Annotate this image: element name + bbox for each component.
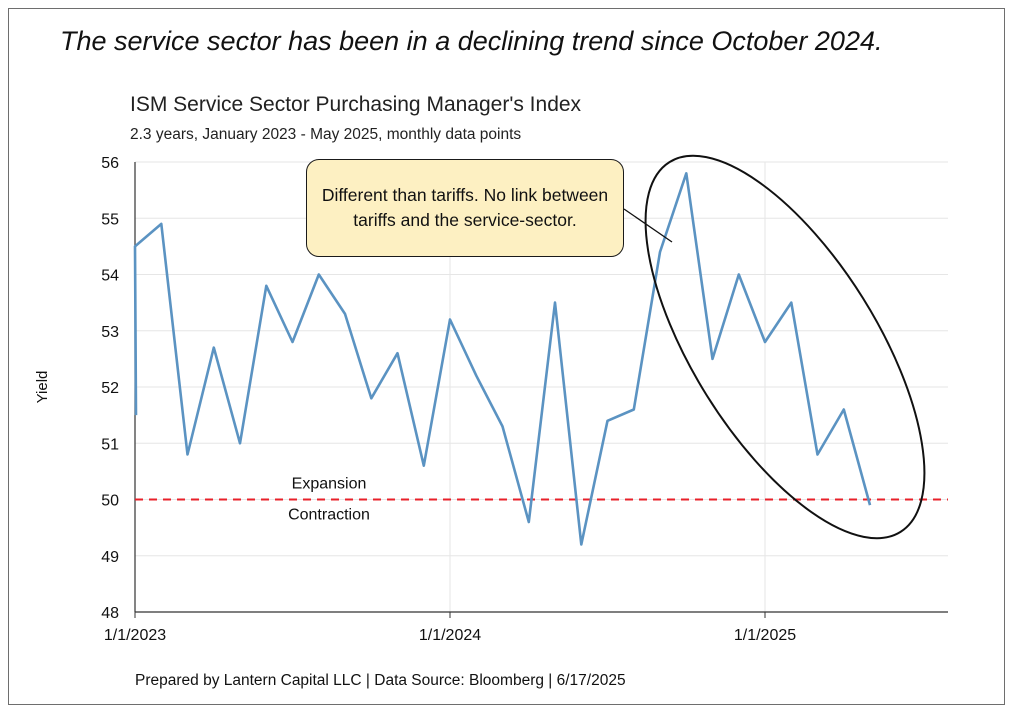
chart-frame (8, 8, 1005, 705)
y-tick-label: 49 (101, 549, 119, 566)
footer-source: Prepared by Lantern Capital LLC | Data S… (135, 672, 626, 689)
chart-subtitle: 2.3 years, January 2023 - May 2025, mont… (130, 126, 522, 143)
y-tick-label: 52 (101, 380, 119, 397)
y-tick-label: 50 (101, 493, 119, 510)
y-tick-label: 54 (101, 268, 119, 285)
y-tick-label: 56 (101, 155, 119, 172)
expansion-label: Expansion (292, 476, 367, 493)
x-tick-label: 1/1/2023 (104, 627, 166, 644)
headline: The service sector has been in a declini… (60, 26, 883, 56)
y-tick-label: 48 (101, 605, 119, 622)
contraction-label: Contraction (288, 507, 370, 524)
callout-connector (623, 208, 673, 243)
y-tick-label: 55 (101, 211, 119, 228)
callout-box: Different than tariffs. No link between … (306, 159, 624, 257)
y-tick-label: 53 (101, 324, 119, 341)
y-tick-label: 51 (101, 436, 119, 453)
y-axis-label: Yield (34, 371, 51, 404)
x-tick-label: 1/1/2024 (419, 627, 481, 644)
highlight-ellipse (644, 154, 926, 540)
chart-title: ISM Service Sector Purchasing Manager's … (130, 93, 582, 116)
series-line (133, 172, 872, 546)
callout-text: Different than tariffs. No link between … (321, 185, 609, 230)
x-tick-label: 1/1/2025 (734, 627, 796, 644)
